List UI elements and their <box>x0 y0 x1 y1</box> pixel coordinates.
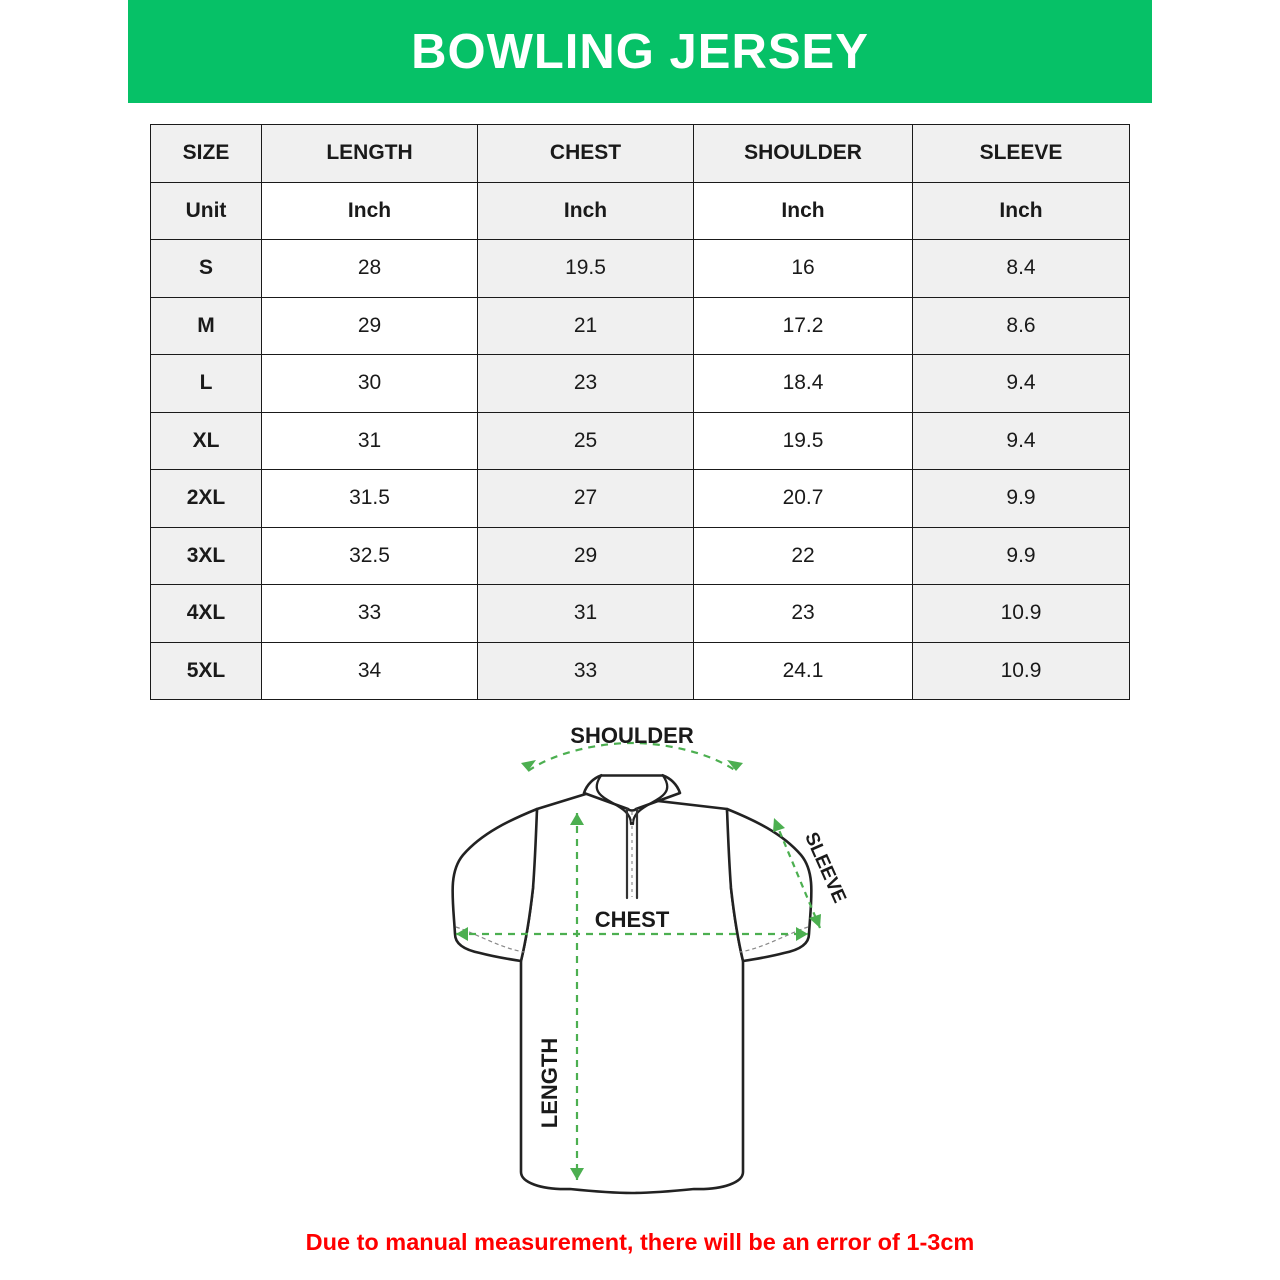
svg-text:LENGTH: LENGTH <box>537 1038 562 1128</box>
svg-text:SHOULDER: SHOULDER <box>570 723 694 748</box>
svg-text:CHEST: CHEST <box>595 907 670 932</box>
